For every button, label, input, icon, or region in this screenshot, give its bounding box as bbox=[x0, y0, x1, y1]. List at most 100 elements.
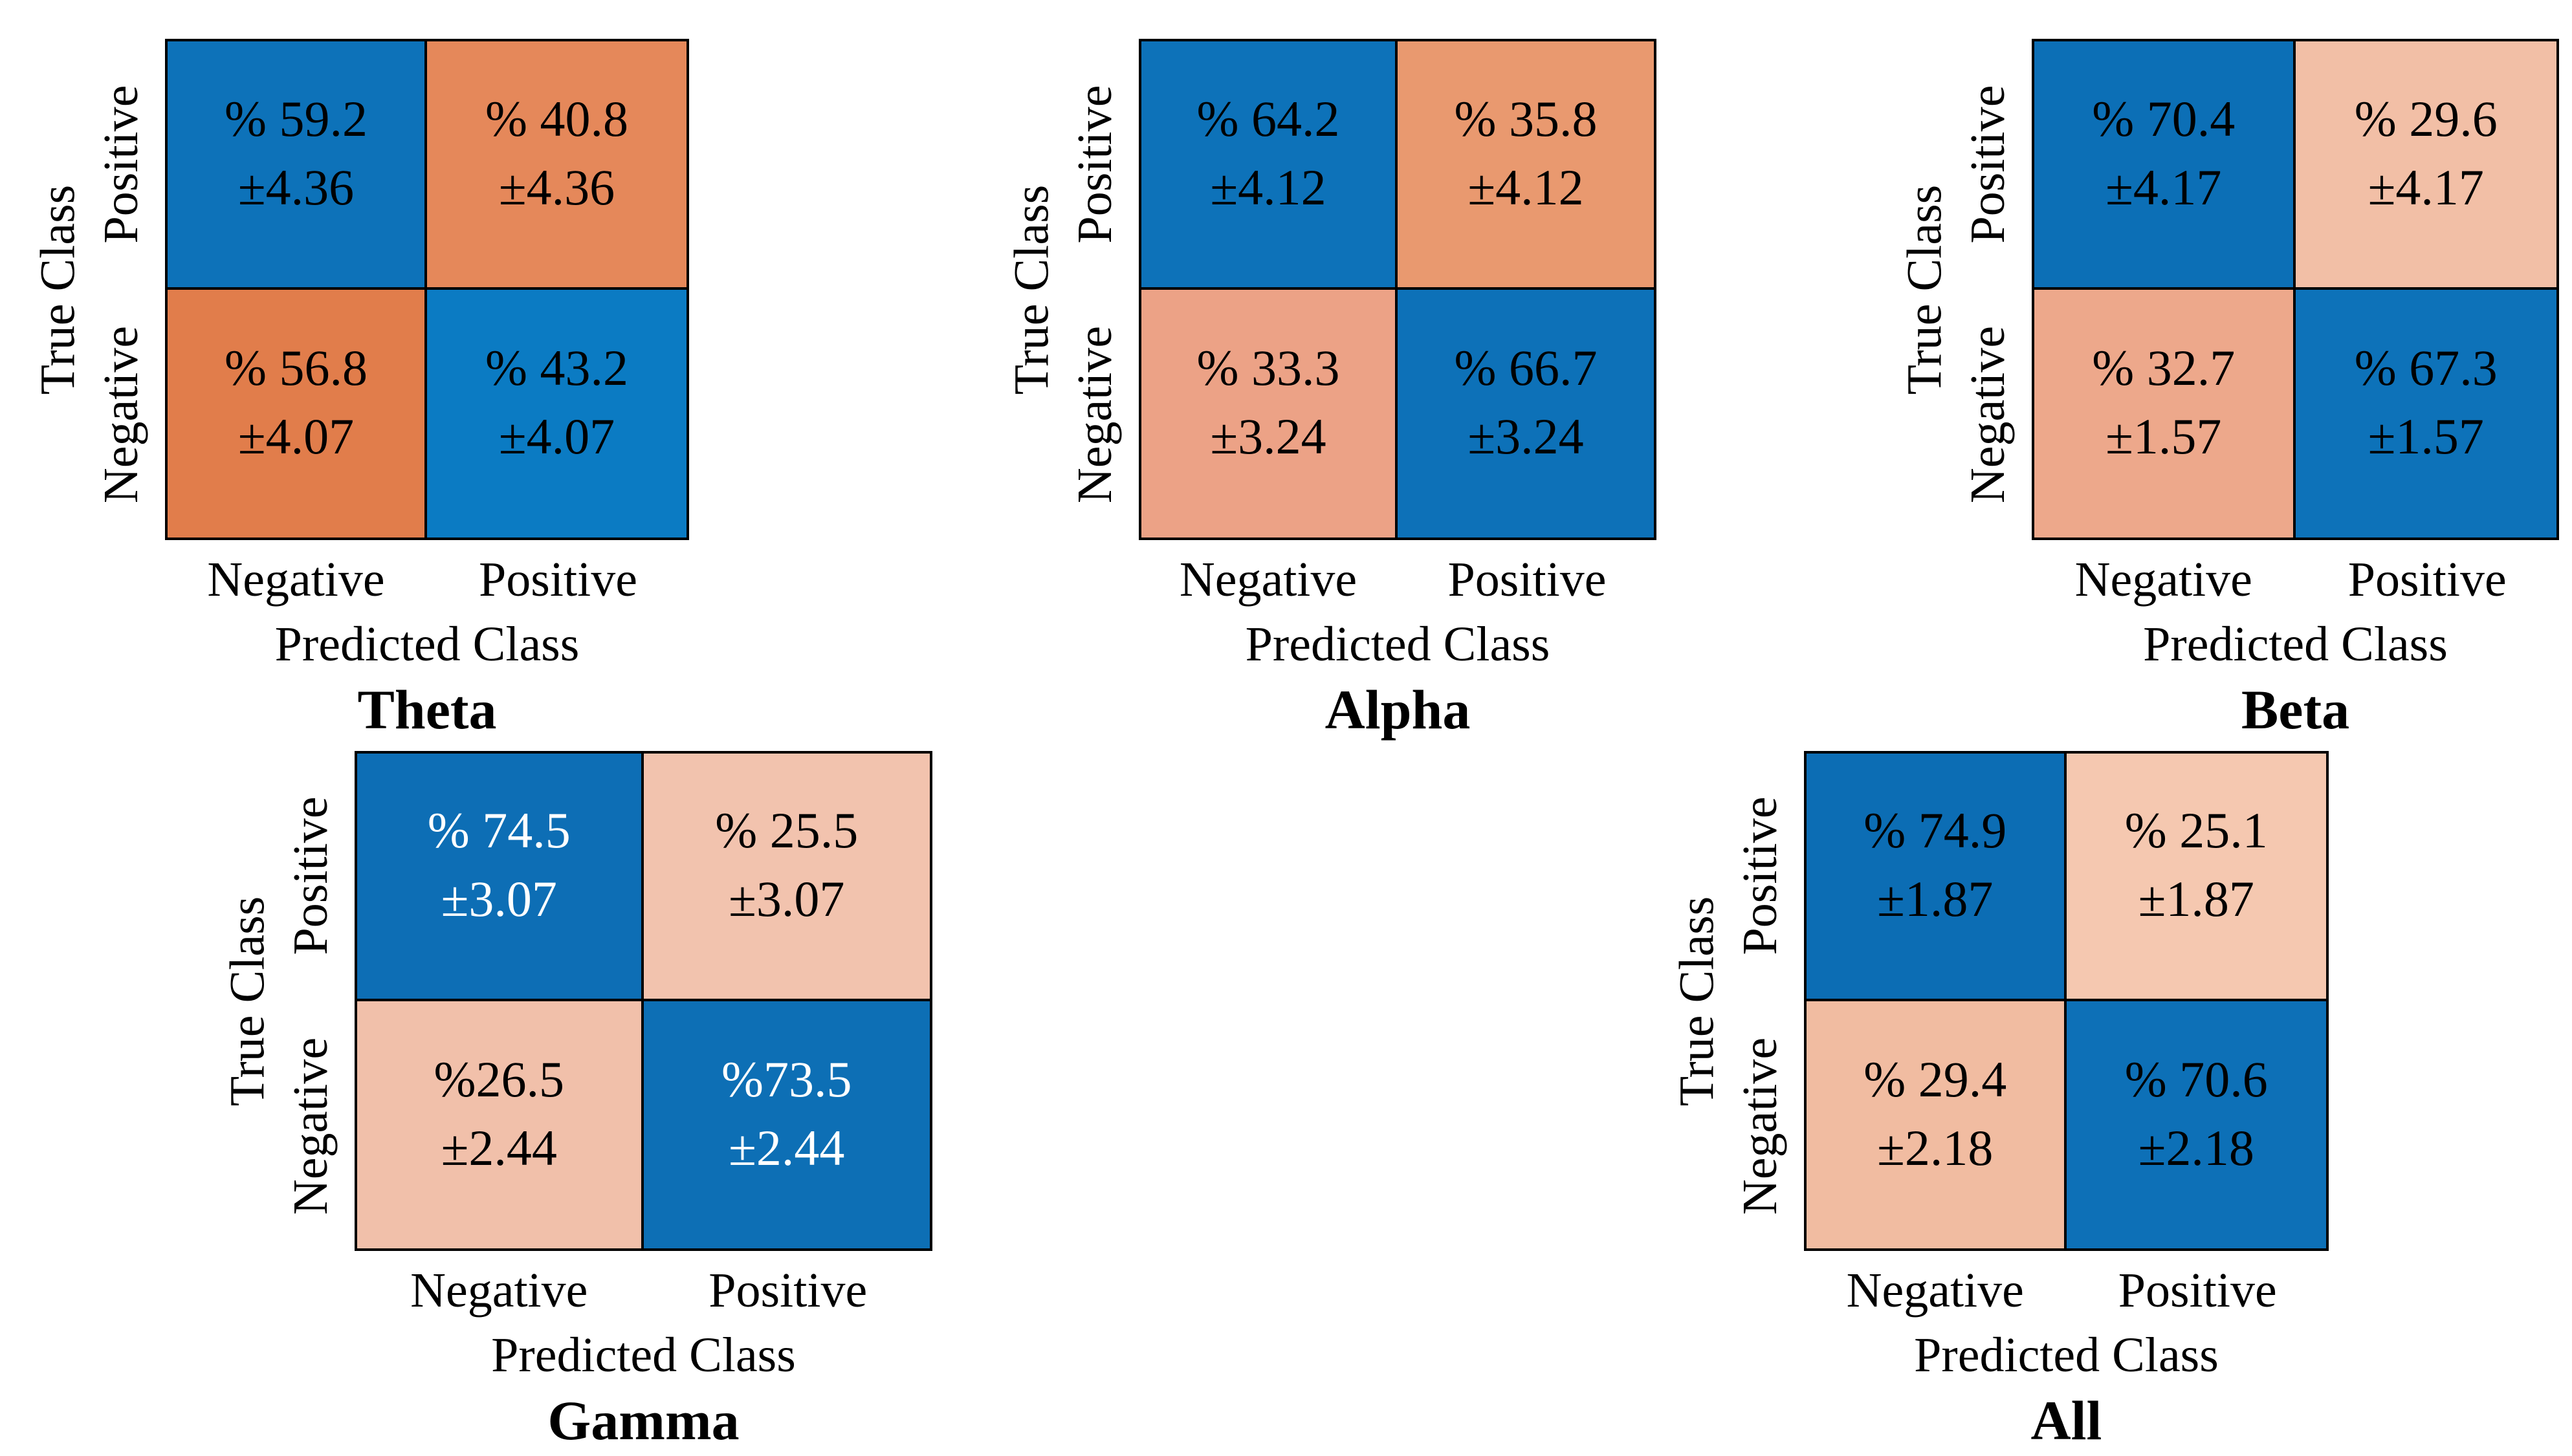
cell-error: ±4.07 bbox=[237, 408, 355, 465]
cell-negative-negative: %26.5 ±2.44 bbox=[357, 1001, 644, 1248]
x-tick-positive: Positive bbox=[2347, 552, 2507, 607]
x-axis-label: Predicted Class bbox=[2143, 617, 2448, 671]
y-axis-label: True Class bbox=[220, 896, 274, 1106]
cell-error: ±3.07 bbox=[441, 871, 557, 928]
cell-value: % 33.3 bbox=[1196, 340, 1340, 397]
cell-negative-positive: %73.5 ±2.44 bbox=[643, 1001, 930, 1248]
cell-error: ±1.87 bbox=[2138, 871, 2254, 928]
cell-value: % 25.1 bbox=[2124, 802, 2268, 859]
y-tick-negative: Negative bbox=[1067, 326, 1122, 504]
cell-positive-positive: % 35.8 ±4.12 bbox=[1398, 41, 1654, 290]
matrix-grid: % 59.2 ±4.36 % 40.8 ±4.36 % 56.8 ±4.07 %… bbox=[165, 39, 689, 540]
x-tick-positive: Positive bbox=[479, 552, 637, 607]
cell-value: % 40.8 bbox=[485, 90, 628, 147]
x-tick-positive: Positive bbox=[709, 1263, 868, 1318]
cell-value: % 25.5 bbox=[715, 802, 859, 859]
y-tick-negative: Negative bbox=[1732, 1037, 1787, 1215]
cell-value: % 32.7 bbox=[2092, 340, 2236, 397]
cell-positive-positive: % 40.8 ±4.36 bbox=[427, 41, 687, 290]
matrix-grid: % 70.4 ±4.17 % 29.6 ±4.17 % 32.7 ±1.57 %… bbox=[2032, 39, 2559, 540]
cell-value: % 43.2 bbox=[485, 340, 628, 397]
y-tick-negative: Negative bbox=[1960, 326, 2015, 504]
cell-positive-negative: % 74.5 ±3.07 bbox=[357, 754, 644, 1001]
cell-error: ±2.44 bbox=[729, 1119, 845, 1176]
cell-value: % 59.2 bbox=[225, 90, 368, 147]
matrix-title: Beta bbox=[2241, 679, 2350, 741]
cell-negative-positive: % 43.2 ±4.07 bbox=[427, 289, 687, 538]
y-axis-label: True Class bbox=[1004, 184, 1059, 395]
cell-error: ±1.87 bbox=[1877, 871, 1994, 928]
y-tick-positive: Positive bbox=[283, 796, 338, 955]
x-axis-label: Predicted Class bbox=[274, 617, 580, 671]
x-tick-negative: Negative bbox=[1179, 552, 1357, 607]
y-tick-positive: Positive bbox=[1960, 85, 2015, 244]
x-tick-negative: Negative bbox=[2074, 552, 2252, 607]
matrix-grid: % 74.9 ±1.87 % 25.1 ±1.87 % 29.4 ±2.18 %… bbox=[1804, 751, 2329, 1251]
confusion-matrix-theta: % 59.2 ±4.36 % 40.8 ±4.36 % 56.8 ±4.07 %… bbox=[30, 39, 689, 741]
cell-error: ±4.36 bbox=[237, 158, 355, 215]
cell-error: ±2.18 bbox=[1877, 1119, 1994, 1176]
cell-negative-negative: % 29.4 ±2.18 bbox=[1807, 1001, 2067, 1248]
cell-error: ±2.18 bbox=[2138, 1119, 2254, 1176]
y-tick-positive: Positive bbox=[93, 85, 148, 244]
cell-error: ±4.36 bbox=[498, 158, 615, 215]
cell-positive-positive: % 25.1 ±1.87 bbox=[2066, 754, 2326, 1001]
cell-value: % 35.8 bbox=[1454, 90, 1598, 147]
cell-error: ±4.07 bbox=[498, 408, 615, 465]
x-axis-label: Predicted Class bbox=[1245, 617, 1550, 671]
matrix-title: All bbox=[2030, 1389, 2102, 1451]
matrix-title: Alpha bbox=[1324, 679, 1471, 741]
cell-negative-negative: % 56.8 ±4.07 bbox=[168, 289, 427, 538]
cell-value: % 67.3 bbox=[2354, 340, 2498, 397]
x-tick-negative: Negative bbox=[1846, 1263, 2024, 1318]
cell-negative-negative: % 32.7 ±1.57 bbox=[2034, 289, 2296, 538]
cell-positive-positive: % 25.5 ±3.07 bbox=[643, 754, 930, 1001]
cell-error: ±3.07 bbox=[729, 871, 845, 928]
matrix-title: Theta bbox=[357, 679, 497, 741]
cell-error: ±2.44 bbox=[441, 1119, 557, 1176]
cell-error: ±1.57 bbox=[2368, 408, 2484, 465]
y-axis-label: True Class bbox=[1897, 184, 1951, 395]
y-tick-negative: Negative bbox=[283, 1037, 338, 1215]
cell-value: % 66.7 bbox=[1454, 340, 1598, 397]
x-tick-positive: Positive bbox=[1447, 552, 1607, 607]
cell-negative-positive: % 70.6 ±2.18 bbox=[2066, 1001, 2326, 1248]
cell-value: % 70.6 bbox=[2124, 1050, 2268, 1107]
y-tick-positive: Positive bbox=[1732, 796, 1787, 955]
cell-value: % 74.9 bbox=[1863, 802, 2007, 859]
cell-positive-positive: % 29.6 ±4.17 bbox=[2295, 41, 2556, 290]
cell-negative-negative: % 33.3 ±3.24 bbox=[1141, 289, 1398, 538]
cell-value: % 64.2 bbox=[1196, 90, 1340, 147]
cell-error: ±1.57 bbox=[2105, 408, 2222, 465]
cell-error: ±4.17 bbox=[2368, 158, 2484, 215]
x-axis-label: Predicted Class bbox=[491, 1328, 796, 1382]
cell-value: %26.5 bbox=[434, 1050, 564, 1107]
cell-positive-negative: % 70.4 ±4.17 bbox=[2034, 41, 2296, 290]
x-tick-negative: Negative bbox=[410, 1263, 588, 1318]
cell-error: ±3.24 bbox=[1467, 408, 1584, 465]
cell-negative-positive: % 67.3 ±1.57 bbox=[2295, 289, 2556, 538]
confusion-matrix-all: % 74.9 ±1.87 % 25.1 ±1.87 % 29.4 ±2.18 %… bbox=[1669, 751, 2329, 1451]
cell-error: ±4.12 bbox=[1467, 158, 1584, 215]
matrix-grid: % 64.2 ±4.12 % 35.8 ±4.12 % 33.3 ±3.24 %… bbox=[1139, 39, 1656, 540]
cell-negative-positive: % 66.7 ±3.24 bbox=[1398, 289, 1654, 538]
confusion-matrix-alpha: % 64.2 ±4.12 % 35.8 ±4.12 % 33.3 ±3.24 %… bbox=[1004, 39, 1656, 741]
confusion-matrix-gamma: % 74.5 ±3.07 % 25.5 ±3.07 %26.5 ±2.44 %7… bbox=[220, 751, 932, 1451]
cell-value: % 74.5 bbox=[427, 802, 571, 859]
cell-positive-negative: % 64.2 ±4.12 bbox=[1141, 41, 1398, 290]
x-tick-negative: Negative bbox=[207, 552, 385, 607]
confusion-matrix-beta: % 70.4 ±4.17 % 29.6 ±4.17 % 32.7 ±1.57 %… bbox=[1897, 39, 2559, 741]
cell-positive-negative: % 59.2 ±4.36 bbox=[168, 41, 427, 290]
y-tick-negative: Negative bbox=[93, 326, 148, 504]
cell-error: ±4.12 bbox=[1210, 158, 1326, 215]
matrix-title: Gamma bbox=[547, 1389, 740, 1451]
x-tick-positive: Positive bbox=[2118, 1263, 2277, 1318]
cell-value: % 29.6 bbox=[2354, 90, 2498, 147]
matrix-grid: % 74.5 ±3.07 % 25.5 ±3.07 %26.5 ±2.44 %7… bbox=[355, 751, 932, 1251]
y-tick-positive: Positive bbox=[1067, 85, 1122, 244]
cell-error: ±4.17 bbox=[2105, 158, 2222, 215]
cell-error: ±3.24 bbox=[1210, 408, 1326, 465]
y-axis-label: True Class bbox=[30, 184, 85, 395]
y-axis-label: True Class bbox=[1669, 896, 1724, 1106]
